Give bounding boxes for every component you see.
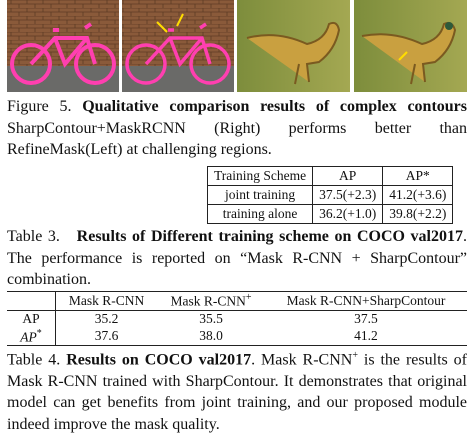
cell: 37.5 [354,311,378,326]
header-text: Mask R-CNN [170,293,246,309]
bike-left [7,0,119,92]
caption-text: is the results of Mask R-CNN trained wit… [7,351,468,433]
table: Training Scheme AP AP* joint training 37… [206,166,454,224]
caption-text: . Mask R-CNN [251,351,353,369]
cell: 41.2 [354,328,378,344]
caption-label: Figure 5. [7,98,72,115]
row-label: training alone [206,204,314,224]
table-caption: Table 4. Results on COCO val2017. Mask R… [7,345,467,435]
row-label: AP [7,310,56,328]
figure-images [7,0,467,92]
header-cell: AP [312,166,384,186]
bird-right [354,0,467,92]
header-cell [7,291,56,311]
table: Mask R-CNN Mask R-CNN+ Mask R-CNN+SharpC… [7,291,467,346]
header-cell: Mask R-CNN+SharpContour [264,291,467,311]
cell: 36.2(+1.0) [312,204,384,224]
header-cell: Training Scheme [206,166,314,186]
bird-left [237,0,350,92]
cell: 35.5 [199,311,223,326]
caption-text: SharpContour+MaskRCNN (Right) performs b… [7,119,467,159]
cell: 41.2(+3.6) [382,185,454,205]
cell: 37.6 [94,328,119,344]
cell: 39.8(+2.2) [382,204,454,224]
row-label-text: AP [20,329,37,344]
caption-title: Results of Different training scheme on … [76,228,464,245]
caption-title: Qualitative comparison results of comple… [82,98,468,115]
row-label-sup: * [36,327,42,339]
figure-caption: Figure 5. Qualitative comparison results… [7,96,467,161]
caption-title: Results on COCO val2017 [66,351,252,369]
header-cell: Mask R-CNN+ [157,291,265,311]
caption-label: Table 3. [7,228,60,245]
header-cell: Mask R-CNN [55,291,158,311]
row-label: AP* [7,327,56,346]
cell: 37.5(+2.3) [312,185,384,205]
cell: 35.2 [94,311,119,326]
bike-right [122,0,234,92]
header-cell: AP* [382,166,454,186]
header-sup: + [245,292,252,303]
cell: 38.0 [199,328,223,344]
row-label: joint training [206,185,314,205]
caption-sup: + [352,350,358,361]
caption-text: . The performance is reported on “Mask R… [7,228,468,288]
caption-label: Table 4. [7,351,61,369]
table-caption: Table 3. Results of Different training s… [7,226,467,291]
